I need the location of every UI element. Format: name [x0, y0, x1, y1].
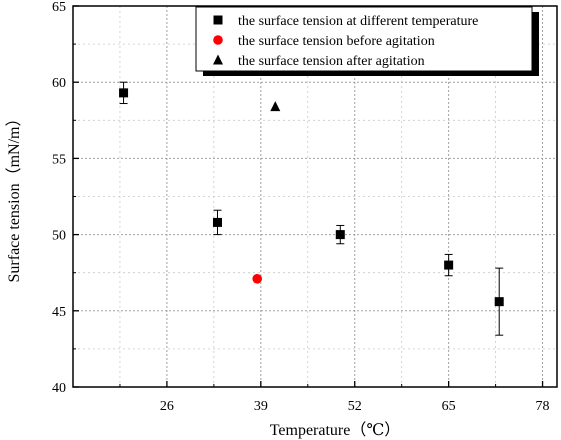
y-tick-label: 50	[52, 229, 66, 244]
y-axis-title: Surface tension（mN/m）	[5, 111, 23, 283]
x-tick-label: 65	[442, 399, 456, 414]
legend-label: the surface tension before agitation	[238, 34, 435, 49]
data-point-square	[444, 260, 454, 270]
data-point-square	[335, 230, 345, 240]
data-point-square	[212, 217, 222, 227]
legend-marker-square	[213, 15, 223, 25]
x-tick-label: 39	[254, 399, 268, 414]
legend: the surface tension at different tempera…	[195, 6, 539, 76]
x-tick-label: 26	[160, 399, 174, 414]
y-tick-label: 40	[52, 381, 66, 396]
y-tick-label: 55	[52, 152, 66, 167]
data-point-circle	[252, 273, 263, 284]
legend-label: the surface tension after agitation	[238, 54, 425, 69]
y-tick-label: 65	[52, 0, 66, 15]
legend-marker-circle	[213, 35, 223, 45]
data-point-square	[494, 297, 504, 307]
data-marks	[119, 81, 504, 336]
y-tick-label: 45	[52, 305, 66, 320]
legend-marker-triangle	[213, 54, 223, 65]
x-tick-label: 52	[348, 399, 362, 414]
x-axis-title: Temperature（℃）	[270, 421, 401, 439]
axis-ticks: 26 39 52 65 78 40 45 50 55 60 65	[52, 0, 550, 414]
data-point-square	[119, 88, 129, 98]
y-tick-label: 60	[52, 76, 66, 91]
legend-box	[195, 6, 533, 72]
grid	[73, 6, 557, 387]
data-point-triangle	[270, 101, 281, 112]
legend-label: the surface tension at different tempera…	[238, 14, 478, 29]
x-tick-label: 78	[536, 399, 550, 414]
